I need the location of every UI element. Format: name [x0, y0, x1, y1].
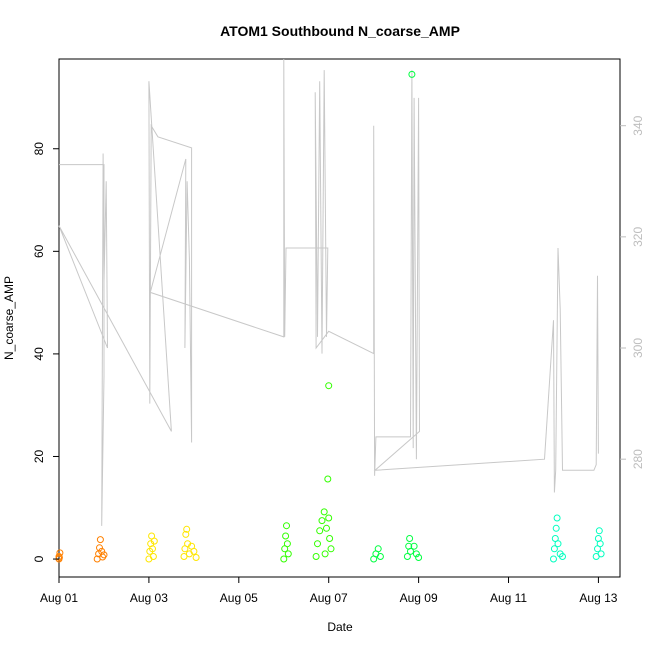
y-axis-label: N_coarse_AMP	[2, 276, 16, 360]
data-point	[55, 554, 63, 561]
x-tick-label: Aug 07	[310, 591, 348, 605]
data-point	[180, 553, 188, 560]
y-tick-label: 80	[32, 142, 46, 156]
data-point	[96, 536, 104, 544]
data-point	[318, 517, 326, 525]
data-point	[406, 535, 414, 542]
data-point	[325, 514, 333, 522]
data-point	[190, 547, 198, 555]
data-point	[56, 549, 64, 557]
x-tick-label: Aug 09	[400, 591, 438, 605]
data-point	[410, 542, 418, 550]
data-point	[407, 547, 414, 555]
data-point	[100, 551, 108, 559]
y-right-tick-label: 300	[631, 338, 645, 358]
data-point	[374, 545, 382, 553]
data-point	[596, 540, 604, 548]
data-point	[325, 382, 333, 390]
x-tick-label: Aug 03	[130, 591, 168, 605]
data-point	[550, 545, 558, 553]
data-point	[597, 550, 605, 558]
y-right-tick-label: 320	[631, 227, 645, 247]
data-point	[182, 530, 190, 538]
scatter-series	[55, 70, 605, 563]
data-point	[552, 524, 560, 532]
data-point	[183, 525, 191, 533]
y-tick-label: 20	[32, 449, 46, 463]
x-tick-label: Aug 05	[220, 591, 258, 605]
data-point	[323, 524, 330, 532]
data-point	[192, 554, 200, 561]
data-point	[324, 475, 332, 483]
data-point	[320, 508, 328, 516]
y-tick-label: 40	[32, 347, 46, 361]
data-point	[280, 555, 288, 563]
data-point	[408, 70, 416, 78]
y-axis: 0 20 40 60 80	[32, 142, 59, 562]
data-point	[403, 553, 411, 560]
data-point	[96, 544, 103, 552]
chart-title: ATOM1 Southbound N_coarse_AMP	[220, 23, 460, 39]
data-point	[595, 527, 603, 535]
data-point	[149, 545, 156, 553]
data-point	[282, 532, 290, 540]
data-point	[316, 527, 324, 535]
x-tick-label: Aug 13	[579, 591, 617, 605]
data-point	[314, 540, 321, 548]
data-point	[283, 522, 290, 530]
data-point	[559, 553, 566, 560]
data-point	[149, 553, 157, 560]
y-tick-label: 60	[32, 244, 46, 258]
data-point	[415, 554, 423, 561]
x-tick-label: Aug 11	[490, 591, 527, 605]
data-point	[312, 553, 320, 560]
x-axis-label: Date	[327, 620, 353, 634]
data-point	[554, 540, 562, 548]
y-right-tick-label: 340	[631, 115, 645, 135]
line-series	[58, 58, 599, 526]
data-point	[550, 555, 557, 563]
data-point	[553, 514, 561, 522]
series-line	[58, 58, 599, 526]
data-point	[150, 537, 158, 545]
data-point	[326, 535, 334, 542]
x-axis: Aug 01 Aug 03 Aug 05 Aug 07 Aug 09 Aug 11 Aug …	[40, 577, 618, 605]
plot-frame	[58, 58, 621, 578]
data-point	[283, 540, 291, 548]
y-right-tick-label: 280	[631, 449, 645, 469]
data-point	[327, 545, 335, 553]
data-point	[412, 550, 420, 558]
data-point	[376, 553, 384, 560]
y-axis-right: 280 300 320 340	[620, 115, 645, 469]
x-tick-label: Aug 01	[40, 591, 78, 605]
data-point	[284, 550, 292, 558]
data-point	[321, 550, 329, 558]
y-tick-label: 0	[32, 555, 46, 562]
